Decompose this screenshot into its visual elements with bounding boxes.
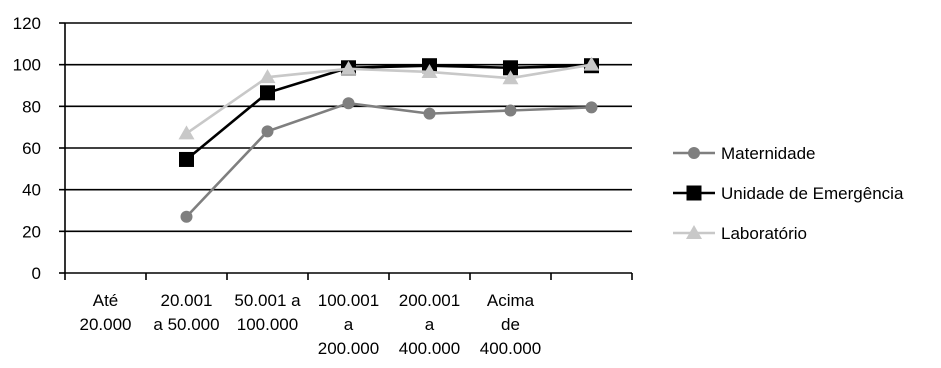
series-line [185,63,592,135]
legend: Maternidade Unidade de Emergência Laborató… [673,144,904,243]
data-point [585,101,598,114]
y-tick-label: 80 [22,97,41,116]
y-tick-label: 0 [32,264,41,283]
series-laboratorio [178,56,600,140]
data-point [342,97,355,110]
x-tick-label: 100.001 a 200.000 [318,291,379,358]
data-point [502,70,519,85]
legend-marker [686,225,702,239]
series-line [185,64,592,161]
x-tick-label: Até 20.000 [80,291,132,334]
data-point [423,107,436,120]
data-point [261,125,274,138]
axes [59,22,633,280]
legend-label: Maternidade [721,144,816,163]
data-point [503,60,518,76]
y-tick-label: 60 [22,139,41,158]
data-point [179,151,194,167]
data-point [504,104,517,117]
y-tick-label: 20 [22,222,41,241]
legend-entry: Unidade de Emergência [673,184,904,203]
data-point [340,60,357,75]
y-tick-label: 120 [13,14,41,33]
legend-label: Laboratório [721,224,807,243]
legend-marker [688,147,700,159]
data-point [421,63,438,78]
legend-entry: Laboratório [673,224,807,243]
x-tick-label: 200.001 a 400.000 [399,291,460,358]
series-layer [178,56,600,223]
gridlines [65,22,632,233]
data-point [178,125,195,140]
tick-labels: 0 20 40 60 80 100 120 Até 20.000 20.001 a 50.000 50… [13,14,542,358]
series-line [185,101,592,218]
series-maternidade [180,97,598,223]
legend-label: Unidade de Emergência [721,184,904,203]
data-point [180,210,193,223]
x-tick-label: 50.001 a 100.000 [234,291,301,334]
y-tick-label: 40 [22,181,41,200]
legend-marker [686,185,702,201]
legend-entry: Maternidade [673,144,816,163]
data-point [260,85,275,101]
data-point [259,69,276,84]
data-point [583,56,600,71]
x-tick-label: Acima de 400.000 [480,291,541,358]
x-tick-label: 20.001 a 50.000 [153,291,219,334]
y-tick-label: 100 [13,56,41,75]
